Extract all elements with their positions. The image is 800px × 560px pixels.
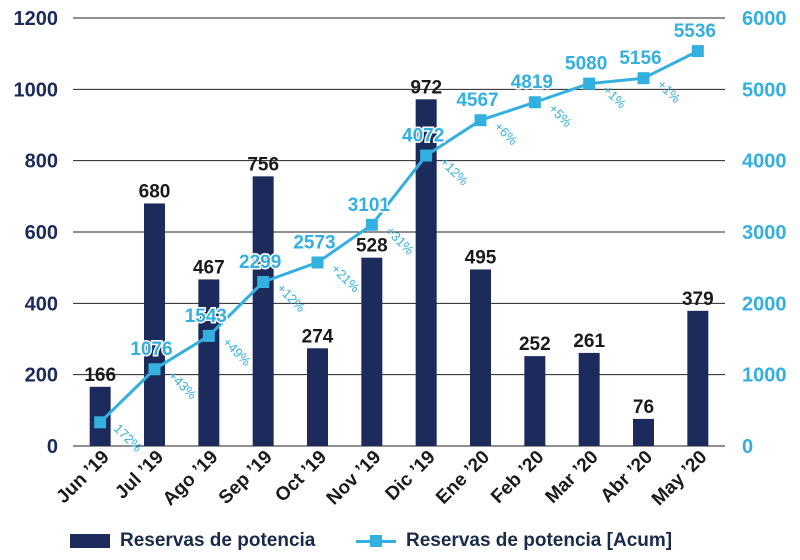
bar-value-label: 756 xyxy=(247,154,279,175)
bar-value-label: 528 xyxy=(356,236,388,257)
bar-value-label: 972 xyxy=(410,77,442,98)
bar-value-label: 680 xyxy=(139,181,171,202)
cumulative-line xyxy=(99,49,699,424)
bar xyxy=(470,269,491,446)
left-axis-tick-label: 800 xyxy=(25,151,58,173)
line-value-label: 5536 xyxy=(674,21,716,42)
left-axis-tick-label: 0 xyxy=(47,436,58,458)
line-point xyxy=(257,276,270,289)
x-axis-tick-label: Nov ’19 xyxy=(323,447,386,510)
bar-value-label: 76 xyxy=(633,397,654,418)
bar-series xyxy=(89,99,709,447)
bar-value-label: 467 xyxy=(193,257,225,278)
line-point xyxy=(637,72,650,85)
bar-value-label: 274 xyxy=(302,326,334,347)
line-point xyxy=(420,149,433,162)
growth-label: +49% xyxy=(220,334,255,369)
x-axis-tick-label: Jun ’19 xyxy=(53,447,114,508)
bar-value-label: 252 xyxy=(519,334,551,355)
bar-value-label: 495 xyxy=(465,247,497,268)
legend-swatch-line xyxy=(356,534,396,548)
x-axis-tick-label: Ago ’19 xyxy=(159,447,222,510)
bar xyxy=(144,203,165,446)
x-axis-tick-label: May ’20 xyxy=(648,447,711,510)
x-axis-tick-label: Feb ’20 xyxy=(487,447,548,508)
growth-label: +1% xyxy=(654,77,684,107)
bar xyxy=(415,99,437,446)
bar xyxy=(687,310,709,446)
right-axis-tick-label: 4000 xyxy=(742,151,787,173)
bar-value-label: 379 xyxy=(682,289,714,310)
growth-label: +12% xyxy=(274,281,309,316)
left-axis-tick-label: 400 xyxy=(25,293,58,315)
x-axis-tick-label: Ene ’20 xyxy=(432,447,494,509)
line-point xyxy=(148,363,161,376)
growth-label: +21% xyxy=(328,261,363,296)
right-axis-tick-label: 5000 xyxy=(742,79,787,101)
line-point xyxy=(691,45,704,58)
growth-label: +6% xyxy=(491,119,521,149)
line-value-label: 2573 xyxy=(293,232,335,253)
line-point xyxy=(583,77,596,90)
growth-label: +12% xyxy=(437,154,472,189)
line-value-label: 4072 xyxy=(402,126,444,147)
bar xyxy=(524,356,546,446)
line-value-label: 4819 xyxy=(511,72,553,93)
line-value-label: 4567 xyxy=(456,90,498,111)
legend-swatch-bar xyxy=(70,534,110,548)
right-axis-tick-label: 2000 xyxy=(742,293,787,315)
line-series xyxy=(94,45,704,429)
data-labels: 166 680 467 756 274 528 972 495 252 261 76 379 172% 1… xyxy=(84,20,717,456)
line-value-label: 1076 xyxy=(130,339,172,360)
legend-item-line: Reservas de potencia [Acum] xyxy=(356,530,672,552)
left-axis-tick-label: 200 xyxy=(25,365,58,387)
bar xyxy=(578,352,600,446)
x-axis-tick-label: Sep ’19 xyxy=(215,447,277,509)
bar-value-label: 261 xyxy=(573,331,605,352)
x-axis-tick-label: Oct ’19 xyxy=(271,447,331,507)
right-axis-tick-label: 0 xyxy=(742,436,753,458)
bar xyxy=(361,257,383,446)
legend: Reservas de potencia Reservas de potenci… xyxy=(0,530,800,560)
line-value-label: 1543 xyxy=(185,306,227,327)
gridlines xyxy=(73,17,725,447)
bar-value-label: 166 xyxy=(84,365,116,386)
line-value-label: 3101 xyxy=(348,195,391,216)
x-axis-tick-label: Mar ’20 xyxy=(542,447,603,508)
legend-label-line: Reservas de potencia [Acum] xyxy=(406,530,673,551)
line-point xyxy=(311,256,324,269)
bar xyxy=(307,348,328,446)
x-axis-tick-label: Dic ’19 xyxy=(382,447,440,505)
line-value-label: 5156 xyxy=(619,48,661,69)
growth-label: +31% xyxy=(383,223,418,258)
left-axis-tick-label: 1000 xyxy=(14,79,59,101)
line-point xyxy=(94,416,107,429)
line-point xyxy=(528,96,541,109)
line-point xyxy=(202,329,215,342)
line-point xyxy=(365,218,378,231)
legend-item-bar: Reservas de potencia xyxy=(70,530,315,552)
growth-label: 172% xyxy=(111,421,145,455)
right-axis-tick-label: 1000 xyxy=(742,365,787,387)
bar xyxy=(633,418,654,446)
growth-label: +5% xyxy=(546,101,576,131)
left-axis-tick-label: 600 xyxy=(25,222,58,244)
right-axis-tick-label: 3000 xyxy=(742,222,787,244)
bar xyxy=(252,176,274,447)
bar xyxy=(198,279,220,446)
legend-label-bar: Reservas de potencia xyxy=(120,530,316,551)
right-axis-tick-label: 6000 xyxy=(742,8,787,30)
line-value-label: 5080 xyxy=(565,54,607,75)
line-value-label: 2299 xyxy=(239,252,281,273)
x-axis-tick-label: Abr ’20 xyxy=(597,447,657,507)
growth-label: +43% xyxy=(165,368,200,403)
left-axis-tick-label: 1200 xyxy=(14,8,59,30)
growth-label: +1% xyxy=(600,82,630,112)
line-point xyxy=(474,114,487,127)
